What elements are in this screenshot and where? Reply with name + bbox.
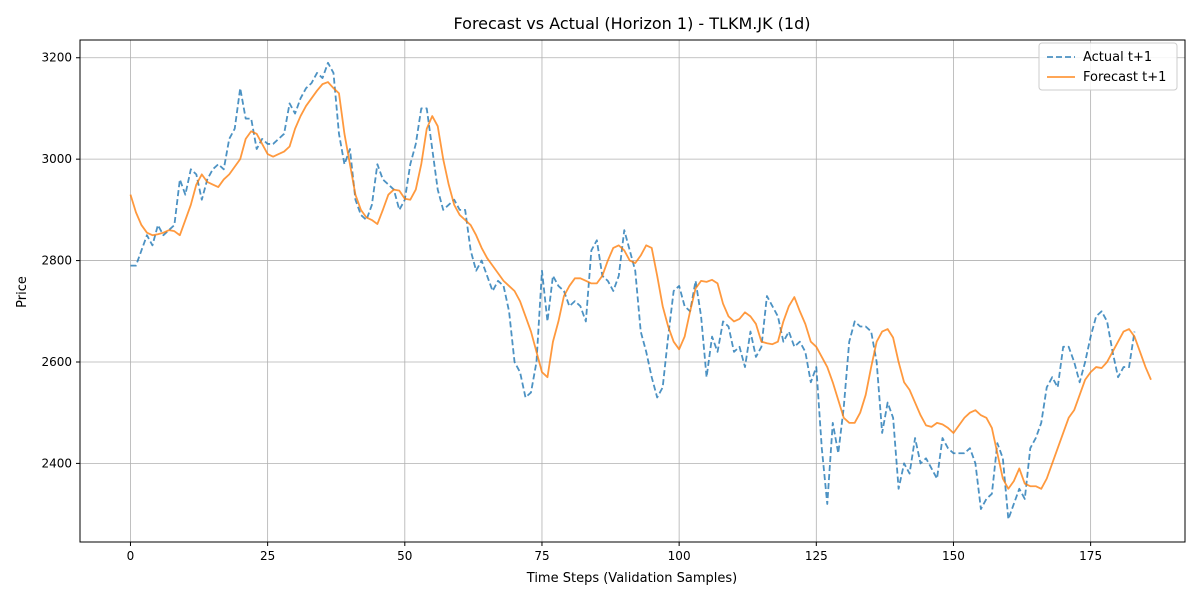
x-tick-label: 0 <box>127 549 135 563</box>
y-tick-label: 2800 <box>41 254 72 268</box>
grid-lines <box>80 40 1185 542</box>
legend-label-actual: Actual t+1 <box>1083 50 1152 65</box>
y-tick-label: 3000 <box>41 152 72 166</box>
x-tick-label: 175 <box>1079 549 1102 563</box>
plot-frame <box>79 39 1186 543</box>
x-axis-label: Time Steps (Validation Samples) <box>526 571 737 586</box>
x-axis: 0 25 50 75 100 125 150 175 <box>127 542 1102 563</box>
x-tick-label: 150 <box>942 549 965 563</box>
y-tick-label: 3200 <box>41 51 72 65</box>
y-axis-label: Price <box>15 276 30 308</box>
x-tick-label: 75 <box>534 549 549 563</box>
series-layer <box>129 61 1152 521</box>
chart-title: Forecast vs Actual (Horizon 1) - TLKM.JK… <box>454 14 811 33</box>
y-axis: 2400 2600 2800 3000 3200 <box>41 51 80 470</box>
y-tick-label: 2600 <box>41 355 72 369</box>
x-tick-label: 50 <box>397 549 412 563</box>
legend-box <box>1038 42 1178 91</box>
y-tick-label: 2400 <box>41 456 72 470</box>
series-line-forecast <box>129 81 1152 490</box>
x-tick-label: 25 <box>260 549 275 563</box>
x-tick-label: 125 <box>805 549 828 563</box>
series-line-actual <box>130 61 1136 521</box>
legend-label-forecast: Forecast t+1 <box>1083 70 1166 85</box>
legend: Actual t+1 Forecast t+1 <box>1038 42 1178 91</box>
x-tick-label: 100 <box>668 549 691 563</box>
